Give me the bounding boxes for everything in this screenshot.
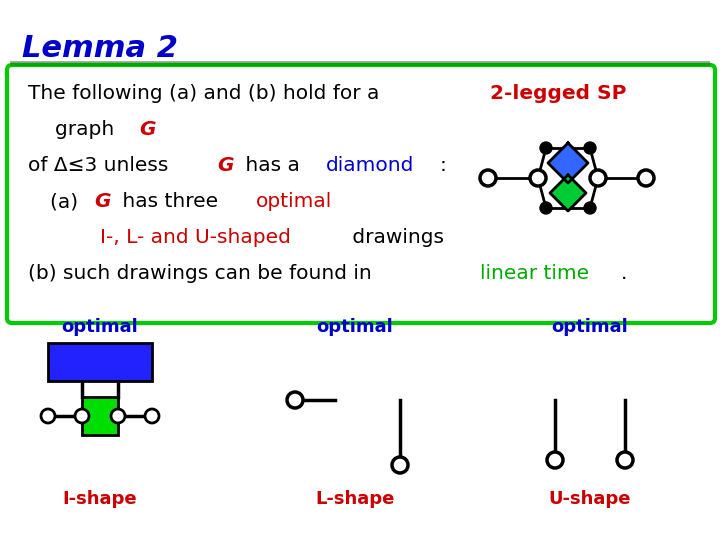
Circle shape: [540, 142, 552, 154]
Circle shape: [392, 457, 408, 473]
Text: The following (a) and (b) hold for a: The following (a) and (b) hold for a: [28, 84, 386, 103]
Bar: [82, 397, 118, 435]
Circle shape: [584, 202, 596, 214]
Text: U-shape: U-shape: [549, 490, 631, 508]
Text: 2-legged SP: 2-legged SP: [490, 84, 626, 103]
Text: optimal: optimal: [317, 318, 393, 336]
Bar: [48, 343, 152, 381]
Text: L-shape: L-shape: [315, 490, 395, 508]
Circle shape: [41, 409, 55, 423]
Circle shape: [480, 170, 496, 186]
Text: (a): (a): [50, 192, 84, 211]
Text: of Δ≤3 unless: of Δ≤3 unless: [28, 156, 175, 175]
Circle shape: [638, 170, 654, 186]
Text: has a: has a: [238, 156, 306, 175]
Text: graph: graph: [55, 120, 121, 139]
Text: linear time: linear time: [480, 264, 589, 283]
Circle shape: [530, 170, 546, 186]
Circle shape: [540, 202, 552, 214]
Text: drawings: drawings: [346, 228, 444, 247]
Text: G: G: [94, 192, 111, 211]
Circle shape: [590, 170, 606, 186]
Text: I-, L- and U-shaped: I-, L- and U-shaped: [100, 228, 291, 247]
Circle shape: [145, 409, 159, 423]
Text: Lemma 2: Lemma 2: [22, 34, 178, 63]
Circle shape: [111, 409, 125, 423]
Circle shape: [75, 409, 89, 423]
Polygon shape: [548, 143, 588, 183]
Text: G: G: [140, 120, 156, 139]
Circle shape: [547, 452, 563, 468]
Text: .: .: [621, 264, 627, 283]
Text: optimal: optimal: [256, 192, 332, 211]
Text: optimal: optimal: [552, 318, 629, 336]
Text: :: :: [439, 156, 446, 175]
Text: optimal: optimal: [62, 318, 138, 336]
Polygon shape: [550, 175, 586, 211]
Text: G: G: [217, 156, 234, 175]
Text: I-shape: I-shape: [63, 490, 138, 508]
Text: has three: has three: [116, 192, 225, 211]
FancyBboxPatch shape: [7, 65, 715, 323]
Circle shape: [584, 142, 596, 154]
Circle shape: [617, 452, 633, 468]
Text: diamond: diamond: [325, 156, 414, 175]
Circle shape: [287, 392, 303, 408]
Text: (b) such drawings can be found in: (b) such drawings can be found in: [28, 264, 378, 283]
